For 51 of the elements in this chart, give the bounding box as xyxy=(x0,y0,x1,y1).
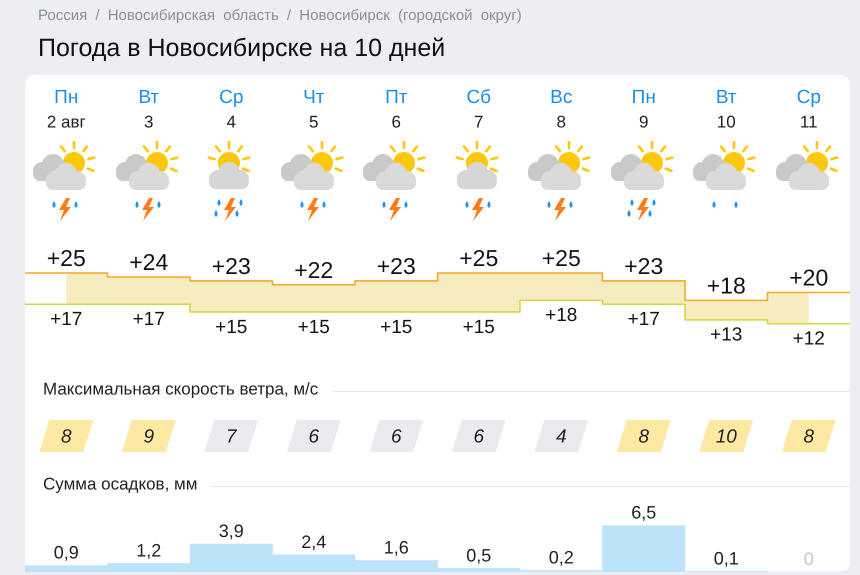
x-tick-label: Вт 10 xyxy=(716,87,737,132)
data-label: +15 xyxy=(298,316,330,338)
data-label: +25 xyxy=(542,245,581,272)
text: Максимальная скорость ветра, м/с xyxy=(43,380,319,399)
data-label: +13 xyxy=(710,324,742,346)
data-label: 10 xyxy=(716,426,738,448)
data-label: +25 xyxy=(459,245,498,272)
data-label: +24 xyxy=(129,248,168,275)
data-label: 0 xyxy=(804,549,814,569)
data-label: +18 xyxy=(545,305,578,326)
x-tick-label: Сб 7 xyxy=(466,87,492,132)
data-label: +23 xyxy=(376,252,416,279)
text: Россия / Новосибирская область / Новосибирск (городской округ) xyxy=(38,7,522,25)
data-label: +23 xyxy=(212,252,251,279)
data-label: +15 xyxy=(462,316,495,338)
x-tick-label: Чт 5 xyxy=(303,87,325,132)
data-label: 0,2 xyxy=(548,548,574,568)
data-label: 6 xyxy=(390,426,402,448)
chart-title: Сумма осадков, мм xyxy=(43,474,198,494)
data-label: 1,2 xyxy=(136,540,162,560)
data-label: +12 xyxy=(792,328,825,350)
data-label: +17 xyxy=(628,308,660,330)
data-label: 0,9 xyxy=(54,542,79,563)
data-label: 8 xyxy=(803,426,814,448)
data-label: 6 xyxy=(308,426,320,448)
data-label: +23 xyxy=(624,252,664,279)
data-label: 8 xyxy=(60,426,72,448)
x-tick-label: Вт 3 xyxy=(138,87,160,132)
data-label: 4 xyxy=(556,426,567,448)
x-tick-label: Пн 2 авг xyxy=(46,87,86,132)
data-label: 1,6 xyxy=(384,538,409,558)
data-label: +15 xyxy=(380,316,412,338)
data-label: 0,1 xyxy=(714,548,739,568)
x-tick-label: Пн 9 xyxy=(632,87,656,132)
x-tick-label: Вс 8 xyxy=(550,87,572,132)
data-label: +25 xyxy=(46,245,86,272)
data-label: 3,9 xyxy=(218,521,244,542)
data-label: 8 xyxy=(638,426,650,448)
data-label: 2,4 xyxy=(301,532,326,552)
data-label: 7 xyxy=(226,426,238,448)
data-label: +17 xyxy=(50,308,82,330)
data-label: 6 xyxy=(473,426,484,448)
x-tick-label: Ср 4 xyxy=(219,87,244,132)
data-label: +15 xyxy=(215,316,248,338)
x-tick-label: Ср 11 xyxy=(796,87,821,132)
x-tick-label: Пт 6 xyxy=(385,87,408,132)
data-label: +17 xyxy=(132,308,165,330)
chart-title: Погода в Новосибирске на 10 дней xyxy=(38,33,446,63)
data-label: 6,5 xyxy=(631,502,656,523)
data-label: 9 xyxy=(143,426,154,448)
data-label: 0,5 xyxy=(466,545,492,566)
